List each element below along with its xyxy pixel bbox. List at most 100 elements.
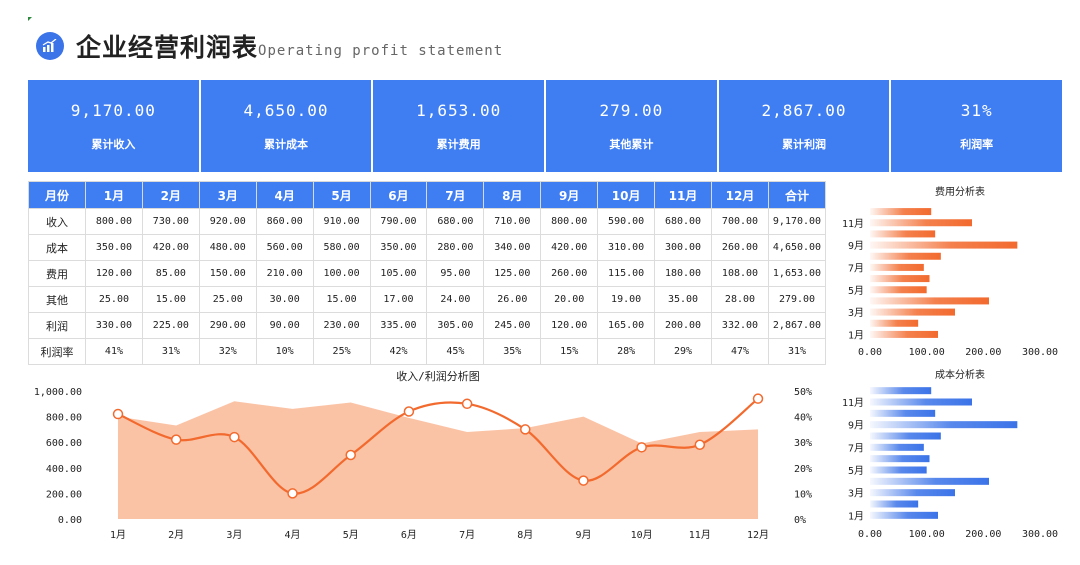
bar [870,398,972,406]
table-cell: 9,170.00 [768,208,826,235]
table-cell: 590.00 [597,208,656,235]
x-tick-label: 4月 [285,529,301,541]
kpi-label: 利润率 [960,137,994,151]
y-tick-label-right: 10% [794,489,812,500]
table-cell: 30.00 [255,286,314,313]
x-tick-label: 8月 [517,529,533,541]
y-tick-label-right: 0% [794,515,806,526]
table-cell: 290.00 [198,312,257,339]
table-header-cell: 5月 [312,181,371,209]
x-tick-label: 0.00 [858,529,882,540]
table-cell: 17.00 [369,286,428,313]
kpi-card-other: 279.00 其他累计 [546,80,717,172]
x-tick-label: 1月 [110,529,126,541]
bar [870,489,955,497]
table-cell: 105.00 [369,260,428,287]
x-tick-label: 200.00 [965,529,1001,540]
table-cell: 28.00 [710,286,770,313]
bar [870,500,919,508]
table-cell: 15.00 [141,286,200,313]
table-cell: 26.00 [483,286,542,313]
bar [870,275,930,283]
x-tick-label: 300.00 [1022,529,1058,540]
table-cell: 120.00 [85,260,143,287]
kpi-label: 累计费用 [436,137,481,151]
table-cell: 245.00 [483,312,542,339]
table-cell: 420.00 [540,234,599,261]
table-cell: 120.00 [540,312,599,339]
table-cell: 24.00 [426,286,485,313]
y-tick-label: 11月 [842,218,864,230]
kpi-card-expense: 1,653.00 累计费用 [373,80,545,172]
bar [870,466,927,474]
table-cell: 305.00 [426,312,485,339]
table-row: 利润率 41% 31% 32% 10% 25% 42% 45% 35% 15% 28% 29% 47% 3… [28,338,826,365]
table-cell: 10% [255,338,314,365]
y-tick-label-left: 600.00 [46,438,82,449]
page-title: 企业经营利润表 [76,33,259,62]
table-cell: 480.00 [198,234,257,261]
table-cell: 165.00 [597,312,656,339]
bar [870,511,938,519]
table-cell: 35.00 [654,286,712,313]
margin-point [403,406,415,417]
margin-point [229,431,240,443]
row-label: 其他 [28,286,86,313]
y-tick-label: 11月 [842,397,864,409]
x-tick-label: 100.00 [909,529,945,540]
margin-point [345,449,356,461]
y-tick-label-right: 20% [794,464,812,475]
table-cell: 680.00 [426,208,485,235]
y-tick-label: 9月 [848,240,864,252]
kpi-card-revenue: 9,170.00 累计收入 [28,80,199,172]
table-cell: 280.00 [426,234,485,261]
chart-title: 收入/利润分析图 [396,369,480,383]
table-cell: 19.00 [597,286,656,313]
table-cell: 330.00 [85,312,143,339]
table-row: 利润 330.00 225.00 290.00 90.00 230.00 335.00 305… [28,312,826,339]
x-tick-label: 2月 [168,529,184,541]
table-cell: 108.00 [710,260,770,287]
x-tick-label: 6月 [401,529,417,541]
margin-point [578,475,589,486]
kpi-label: 其他累计 [609,137,654,151]
table-header-cell: 10月 [597,181,656,209]
cost-bar-chart: 成本分析表 1月 3月 5月 7月 9月 11月 0.00 100.00 200.00 300.00 [842,368,1058,540]
table-header-cell: 11月 [654,181,712,209]
bar [870,219,972,227]
margin-point [520,424,531,435]
page-subtitle: Operating profit statement [258,43,504,59]
bar [870,421,1018,429]
y-tick-label: 3月 [848,488,864,500]
table-cell: 47% [710,338,770,365]
margin-point [287,488,298,499]
kpi-card-cost: 4,650.00 累计成本 [200,80,372,172]
bar [870,308,955,316]
kpi-card-margin: 31% 利润率 [891,80,1063,172]
y-tick-label: 7月 [848,442,864,454]
table-cell: 125.00 [483,260,542,287]
bar [870,477,989,485]
x-tick-label: 9月 [575,529,591,541]
table-cell: 910.00 [312,208,371,235]
table-header-cell: 6月 [369,181,428,209]
table-row: 费用 120.00 85.00 150.00 210.00 100.00 105.00 95.… [28,260,826,287]
margin-point [112,408,124,420]
x-tick-label: 7月 [459,529,475,541]
y-tick-label-right: 50% [794,387,812,398]
table-cell: 20.00 [540,286,599,313]
table-cell: 230.00 [312,312,371,339]
row-label: 费用 [28,260,86,287]
table-header-cell: 合计 [768,181,826,209]
kpi-label: 累计成本 [264,137,308,151]
table-cell: 45% [426,338,485,365]
chart-title: 成本分析表 [935,368,985,381]
table-cell: 25.00 [85,286,143,313]
bar [870,443,924,451]
y-tick-label-left: 1,000.00 [34,387,82,398]
table-header-cell: 4月 [255,181,314,209]
page-header: 企业经营利润表 Operating profit statement [36,28,503,64]
kpi-label: 累计收入 [91,137,136,151]
table-cell: 700.00 [710,208,770,235]
row-label: 利润率 [28,338,86,365]
